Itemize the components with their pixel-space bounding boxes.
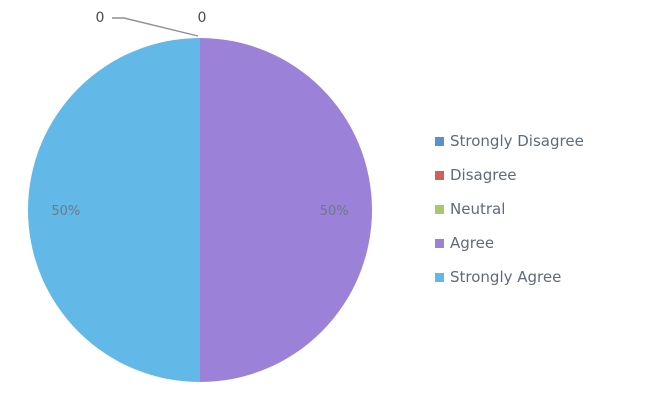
leader-line-strongly-disagree (112, 17, 199, 37)
legend-label-strongly-agree: Strongly Agree (450, 268, 562, 286)
legend-label-agree: Agree (450, 234, 495, 252)
legend-swatch-strongly-disagree (435, 136, 444, 146)
legend-item-disagree: Disagree (435, 158, 584, 192)
labels-layer: 50% 50% 0 0 (51, 10, 348, 219)
slice-label-disagree: 0 (198, 10, 207, 26)
legend-swatch-neutral (435, 204, 444, 214)
slice-label-strongly-disagree: 0 (96, 10, 105, 26)
legend-swatch-disagree (435, 170, 444, 180)
legend-swatch-strongly-agree (435, 272, 444, 282)
slice-label-strongly-agree: 50% (51, 204, 80, 219)
legend-label-strongly-disagree: Strongly Disagree (450, 132, 584, 150)
legend-label-disagree: Disagree (450, 166, 517, 184)
legend-swatch-agree (435, 238, 444, 248)
slices-layer (28, 38, 372, 382)
legend-item-neutral: Neutral (435, 192, 584, 226)
legend-item-strongly-agree: Strongly Agree (435, 260, 584, 294)
slice-strongly-agree (28, 38, 200, 382)
legend-label-neutral: Neutral (450, 200, 506, 218)
slice-label-agree: 50% (320, 204, 349, 219)
legend-item-agree: Agree (435, 226, 584, 260)
slice-agree (200, 38, 372, 382)
legend-item-strongly-disagree: Strongly Disagree (435, 124, 584, 158)
legend: Strongly Disagree Disagree Neutral Agree… (435, 124, 584, 294)
